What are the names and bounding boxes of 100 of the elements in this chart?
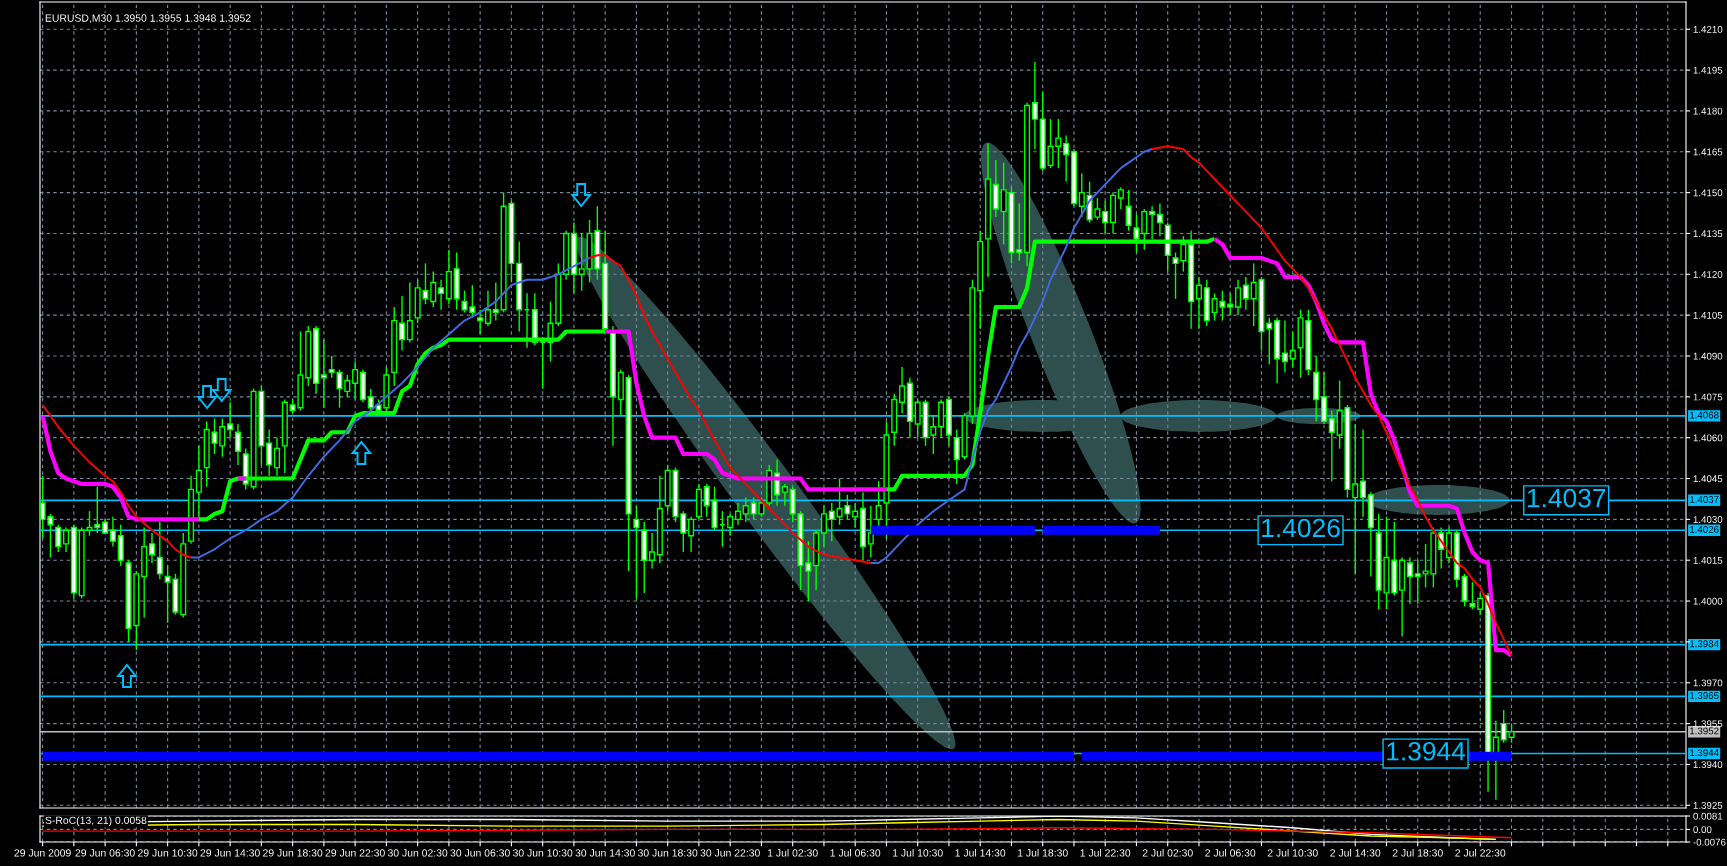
candlestick <box>477 309 484 335</box>
ref-line-label: 1.3984 <box>1690 640 1719 648</box>
candlestick <box>430 270 437 308</box>
y-tick-label: 1.4165 <box>1693 148 1723 156</box>
annotation: 1.3944 <box>1387 741 1466 761</box>
y-tick-label: 1.4105 <box>1693 311 1723 319</box>
candlestick <box>234 423 241 466</box>
ref-line-label: 1.4037 <box>1690 496 1719 503</box>
y-tick-label: 0.00 <box>1693 826 1712 834</box>
candlestick <box>63 526 70 553</box>
candlestick <box>320 338 327 409</box>
candlestick <box>148 532 156 564</box>
x-tick-label: 29 Jun 18:30 <box>263 849 323 857</box>
line-series <box>41 827 1513 839</box>
candlestick <box>1328 409 1335 482</box>
x-tick-label: 2 Jul 06:30 <box>1205 848 1256 857</box>
x-tick-label: 30 Jun 10:30 <box>512 849 573 857</box>
candlestick <box>1031 61 1038 150</box>
candlestick <box>1016 202 1023 262</box>
candlestick <box>742 496 749 523</box>
y-tick-label: 1.4135 <box>1693 230 1723 238</box>
candlestick <box>1234 279 1242 316</box>
y-tick-label: 1.4045 <box>1693 475 1723 483</box>
candlestick <box>266 428 273 477</box>
candlestick <box>875 480 882 529</box>
x-tick-label: 30 Jun 06:30 <box>450 849 510 857</box>
candlestick <box>1414 559 1421 605</box>
x-tick-label: 1 Jul 14:30 <box>955 848 1006 857</box>
x-tick-label: 30 Jun 18:30 <box>637 849 698 857</box>
annotation: 1.4037 <box>1527 488 1606 508</box>
candlestick <box>899 366 906 414</box>
y-tick-label: 1.3970 <box>1693 679 1723 687</box>
candlestick <box>953 428 960 485</box>
x-tick-label: 2 Jul 10:30 <box>1267 848 1318 857</box>
y-tick-label: 1.3925 <box>1693 802 1723 809</box>
y-tick-label: 1.4120 <box>1693 271 1723 278</box>
y-tick-label: 1.4030 <box>1693 516 1723 523</box>
candlestick <box>273 436 281 477</box>
candlestick <box>1477 592 1484 616</box>
x-tick-label: 29 Jun 10:30 <box>138 849 198 857</box>
x-tick-label: 29 Jun 2009 <box>14 849 71 857</box>
x-tick-label: 30 Jun 14:30 <box>575 849 635 857</box>
x-tick-label: 2 Jul 22:30 <box>1455 848 1506 857</box>
x-tick-label: 29 Jun 22:30 <box>325 849 385 857</box>
y-tick-label: 1.4090 <box>1693 352 1723 360</box>
candlestick <box>1360 428 1367 518</box>
candlestick <box>492 281 499 322</box>
candlestick <box>484 289 492 327</box>
candlestick <box>781 483 788 507</box>
candlestick <box>227 401 234 439</box>
candlestick <box>688 515 695 553</box>
text: EURUSD,M30 1.3950 1.3955 1.3948 1.3952 <box>45 14 251 23</box>
annotation: 1.4026 <box>1262 518 1340 538</box>
candlestick <box>406 281 413 344</box>
candlestick <box>633 505 640 600</box>
y-tick-label: 1.4015 <box>1693 556 1723 564</box>
candlestick <box>1281 319 1288 374</box>
candlestick <box>1406 556 1413 605</box>
candlestick <box>1352 423 1359 575</box>
x-tick-label: 29 Jun 06:30 <box>75 849 135 857</box>
candlestick <box>55 524 62 553</box>
x-tick-label: 2 Jul 14:30 <box>1330 848 1381 857</box>
x-tick-label: 29 Jun 14:30 <box>200 849 260 857</box>
candlestick <box>156 521 163 580</box>
ref-line-label: 1.4026 <box>1690 525 1719 533</box>
candlestick <box>703 483 710 518</box>
candlestick <box>398 295 406 352</box>
y-tick-label: 1.4210 <box>1693 25 1723 33</box>
x-tick-label: 1 Jul 22:30 <box>1080 848 1131 857</box>
ref-line-label: 1.3944 <box>1690 749 1719 757</box>
y-tick-label: -0.0076 <box>1693 838 1726 846</box>
y-tick-label: 1.3955 <box>1693 720 1723 728</box>
ref-line-label: 1.3952 <box>1690 727 1719 735</box>
candlestick <box>1227 292 1234 316</box>
candlestick <box>1195 276 1203 330</box>
y-tick-label: 0.0081 <box>1693 812 1723 820</box>
x-tick-label: 2 Jul 02:30 <box>1142 848 1193 857</box>
candlestick <box>1242 276 1249 311</box>
ref-line-label: 1.4068 <box>1690 411 1719 419</box>
candlestick <box>1156 202 1163 237</box>
candlestick <box>828 502 835 542</box>
x-tick-label: 30 Jun 22:30 <box>700 849 760 857</box>
candlestick <box>649 532 656 570</box>
y-tick-label: 1.4150 <box>1693 189 1723 197</box>
y-tick-label: 1.4180 <box>1693 107 1723 115</box>
candlestick <box>1063 134 1070 183</box>
candlestick <box>1102 200 1109 235</box>
candlestick <box>109 515 116 548</box>
x-tick-label: 1 Jul 18:30 <box>1018 848 1068 857</box>
y-tick-label: 1.4000 <box>1693 597 1723 605</box>
y-tick-label: 1.4195 <box>1693 66 1723 74</box>
x-tick-label: 2 Jul 18:30 <box>1392 848 1443 857</box>
candlestick <box>852 502 859 529</box>
chart-title: S-RoC(13, 21) 0.0058 <box>45 816 147 827</box>
x-tick-label: 1 Jul 06:30 <box>830 848 881 857</box>
candlestick <box>1289 330 1296 368</box>
candlestick <box>1117 186 1124 210</box>
x-tick-label: 1 Jul 02:30 <box>767 848 818 857</box>
y-tick-label: 1.4060 <box>1693 434 1723 442</box>
candlestick <box>820 505 827 548</box>
